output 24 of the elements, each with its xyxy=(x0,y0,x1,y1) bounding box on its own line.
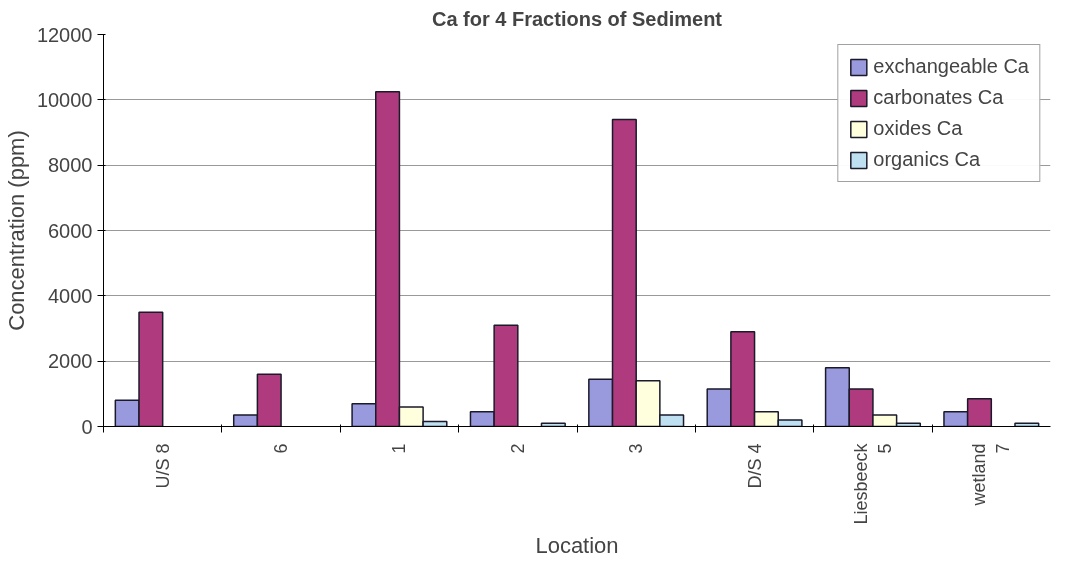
y-axis-title: Concentration (ppm) xyxy=(3,130,29,331)
x-axis-title: Location xyxy=(535,532,619,558)
chart-title: Ca for 4 Fractions of Sediment xyxy=(431,7,723,30)
x-tick-label: U/S 8 xyxy=(152,443,173,489)
y-tick-label: 2000 xyxy=(48,350,93,373)
y-tick-label: 8000 xyxy=(48,154,93,177)
x-tick-label: 3 xyxy=(626,443,647,454)
x-tick-label: 6 xyxy=(271,443,292,454)
x-tick-label: 2 xyxy=(507,443,528,454)
legend-label: carbonates Ca xyxy=(873,86,1004,109)
legend-label: oxides Ca xyxy=(873,117,963,140)
legend-label: organics Ca xyxy=(873,148,981,171)
legend-label: exchangeable Ca xyxy=(873,55,1029,78)
x-tick-label: Liesbeeck 5 xyxy=(850,442,895,525)
y-tick-label: 4000 xyxy=(48,284,93,307)
y-tick-label: 12000 xyxy=(36,23,93,46)
y-tick-label: 6000 xyxy=(48,219,93,242)
x-tick-label: D/S 4 xyxy=(744,443,765,489)
x-tick-label: 1 xyxy=(389,443,410,454)
y-tick-label: 10000 xyxy=(36,88,93,111)
x-tick-label: wetland 7 xyxy=(969,443,1014,507)
bar xyxy=(1014,422,1040,427)
y-tick-label: 0 xyxy=(81,415,93,438)
bar xyxy=(540,422,566,427)
